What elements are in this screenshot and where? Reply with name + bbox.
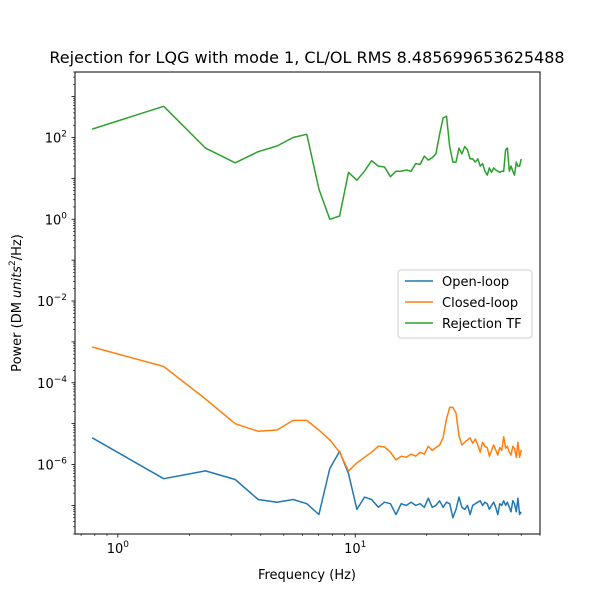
legend-label-0: Open-loop — [442, 275, 509, 290]
y-axis-label: Power (DM units2/Hz) — [8, 234, 25, 372]
y-axis-label-suffix: /Hz) — [10, 234, 25, 260]
y-tick-label-4: 102 — [45, 129, 67, 146]
y-axis-ticks: 10−6 10−4 10−2 100 102 — [37, 71, 75, 535]
x-axis-ticks: 100 101 — [80, 534, 541, 557]
series-line-1 — [92, 346, 522, 472]
y-tick-label-1: 10−4 — [37, 375, 67, 392]
series-layer — [91, 105, 522, 519]
y-tick-label-2: 10−2 — [37, 293, 67, 310]
x-tick-label-0: 100 — [107, 540, 130, 557]
legend-label-1: Closed-loop — [442, 296, 518, 311]
x-tick-label-1: 101 — [344, 540, 366, 557]
y-axis-label-exponent: 2 — [8, 260, 18, 266]
legend-label-2: Rejection TF — [442, 317, 522, 332]
y-axis-label-prefix: Power (DM — [10, 298, 25, 372]
legend-box — [397, 269, 533, 339]
y-axis-label-unit: units — [10, 266, 25, 298]
y-tick-label-3: 100 — [45, 211, 68, 228]
series-line-2 — [91, 105, 522, 221]
legend: Open-loop Closed-loop Rejection TF — [397, 269, 533, 339]
chart-title: Rejection for LQG with mode 1, CL/OL RMS… — [49, 48, 564, 67]
x-axis-label: Frequency (Hz) — [258, 568, 356, 583]
plot-frame — [74, 71, 541, 535]
y-tick-label-0: 10−6 — [37, 457, 67, 474]
